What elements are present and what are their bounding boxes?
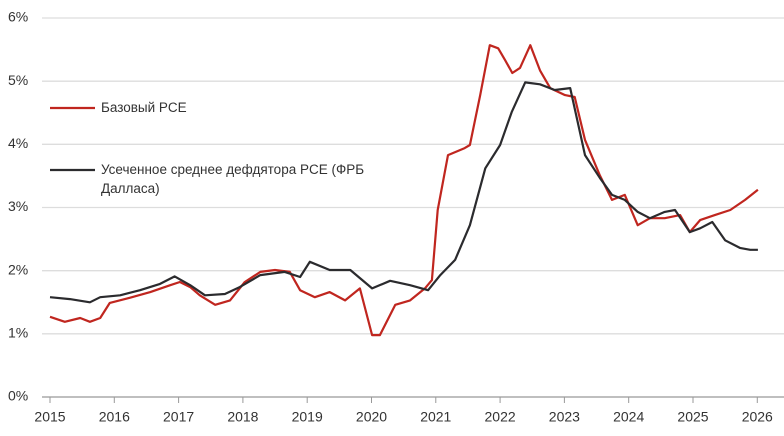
x-tick-label: 2015 (34, 409, 65, 425)
x-tick-label: 2017 (163, 409, 194, 425)
x-tick-label: 2026 (742, 409, 773, 425)
legend-label: Базовый PCE (101, 100, 187, 115)
y-tick-label: 4% (8, 135, 28, 151)
y-tick-label: 0% (8, 388, 28, 404)
y-tick-label: 3% (8, 198, 28, 214)
y-tick-label: 1% (8, 325, 28, 341)
y-tick-label: 5% (8, 72, 28, 88)
x-tick-label: 2018 (227, 409, 258, 425)
series-line (49, 44, 759, 337)
x-tick-label: 2024 (613, 409, 644, 425)
x-tick-label: 2023 (549, 409, 580, 425)
legend-label: Усеченное среднее дефдятора PCE (ФРБ Дал… (101, 162, 365, 196)
y-tick-label: 6% (8, 9, 28, 25)
x-tick-label: 2019 (292, 409, 323, 425)
x-tick-label: 2020 (356, 409, 387, 425)
x-tick-label: 2022 (485, 409, 516, 425)
x-tick-label: 2025 (677, 409, 708, 425)
x-tick-label: 2016 (99, 409, 130, 425)
x-tick-label: 2021 (420, 409, 451, 425)
y-tick-label: 2% (8, 261, 28, 277)
series-line (49, 81, 758, 304)
